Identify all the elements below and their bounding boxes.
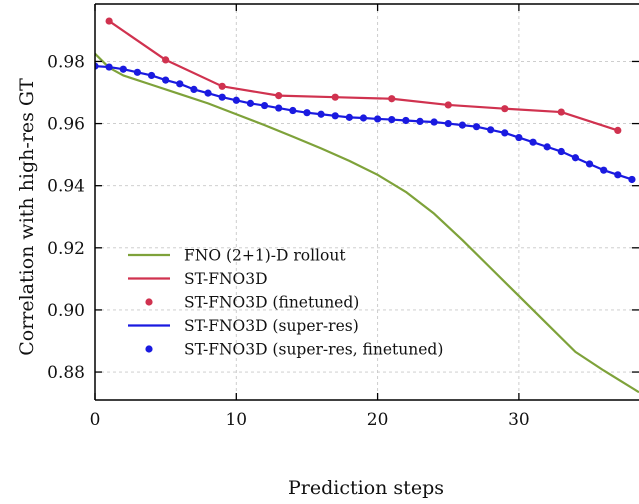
data-point-st-fno3d-super-res-finetuned <box>543 143 551 151</box>
data-point-st-fno3d-super-res-finetuned <box>105 63 113 71</box>
data-point-st-fno3d-finetuned <box>105 17 113 25</box>
data-point-st-fno3d-super-res-finetuned <box>614 171 622 179</box>
grid <box>95 4 639 400</box>
data-point-st-fno3d-finetuned <box>275 92 283 100</box>
data-point-st-fno3d-super-res-finetuned <box>289 106 297 115</box>
data-point-st-fno3d-super-res-finetuned <box>571 154 580 162</box>
data-point-st-fno3d-super-res-finetuned <box>402 116 410 125</box>
y-axis-label: Correlation with high-res GT <box>16 78 38 356</box>
data-point-st-fno3d-super-res-finetuned <box>147 71 156 80</box>
data-point-st-fno3d-super-res-finetuned <box>218 93 226 101</box>
data-point-st-fno3d-super-res-finetuned <box>303 109 311 117</box>
data-point-st-fno3d-super-res-finetuned <box>472 123 481 131</box>
data-point-st-fno3d-finetuned <box>218 82 226 90</box>
data-point-st-fno3d-super-res-finetuned <box>95 62 99 70</box>
series-line-fno-2-1-d-rollout <box>95 52 639 394</box>
axes: 0 10 20 30 0.88 0.90 0.92 0.94 0.96 0.98 <box>47 3 639 430</box>
data-point-st-fno3d-finetuned <box>331 93 339 101</box>
data-point-st-fno3d-super-res-finetuned <box>585 160 594 168</box>
y-tick-label: 0.88 <box>47 363 85 383</box>
x-tick-label: 30 <box>508 410 530 430</box>
data-point-st-fno3d-super-res-finetuned <box>529 138 537 146</box>
data-point-st-fno3d-finetuned <box>501 105 509 113</box>
legend: FNO (2+1)-D rollout ST-FNO3D ST-FNO3D (fin… <box>128 247 443 359</box>
legend-label: ST-FNO3D (finetuned) <box>184 294 359 312</box>
data-point-st-fno3d-super-res-finetuned <box>373 115 382 123</box>
data-point-st-fno3d-super-res-finetuned <box>260 101 269 110</box>
data-point-st-fno3d-super-res-finetuned <box>331 112 339 120</box>
legend-marker-swatch <box>145 345 153 353</box>
data-point-st-fno3d-super-res-finetuned <box>600 166 608 174</box>
y-tick-label: 0.94 <box>47 177 85 197</box>
data-point-st-fno3d-super-res-finetuned <box>246 99 255 107</box>
x-tick-label: 0 <box>90 410 101 430</box>
data-point-st-fno3d-super-res-finetuned <box>317 110 325 118</box>
series-line-st-fno3d-super-res <box>95 65 633 181</box>
data-point-st-fno3d-super-res-finetuned <box>388 115 396 124</box>
data-point-st-fno3d-super-res-finetuned <box>416 117 424 126</box>
data-point-st-fno3d-super-res-finetuned <box>176 80 184 88</box>
data-point-st-fno3d-super-res-finetuned <box>430 118 438 126</box>
data-point-st-fno3d-super-res-finetuned <box>119 65 127 73</box>
data-point-st-fno3d-super-res-finetuned <box>501 129 509 137</box>
series-line-st-fno3d <box>108 20 619 132</box>
y-tick-label: 0.98 <box>47 52 85 72</box>
data-point-st-fno3d-super-res-finetuned <box>345 113 353 121</box>
legend-label: ST-FNO3D (super-res) <box>184 317 359 335</box>
data-point-st-fno3d-super-res-finetuned <box>359 114 368 122</box>
data-point-st-fno3d-super-res-finetuned <box>444 119 452 128</box>
x-tick-label: 10 <box>225 410 247 430</box>
data-point-st-fno3d-super-res-finetuned <box>628 175 636 184</box>
x-tick-label: 20 <box>367 410 389 430</box>
data-point-st-fno3d-super-res-finetuned <box>275 104 283 112</box>
data-point-st-fno3d-finetuned <box>557 108 565 116</box>
data-point-st-fno3d-super-res-finetuned <box>515 133 523 142</box>
legend-marker-swatch <box>145 298 153 306</box>
data-point-st-fno3d-finetuned <box>444 101 452 109</box>
legend-label: ST-FNO3D <box>184 270 268 288</box>
data-point-st-fno3d-super-res-finetuned <box>458 121 466 129</box>
data-point-st-fno3d-super-res-finetuned <box>232 96 240 104</box>
y-tick-label: 0.96 <box>47 115 85 135</box>
legend-label: FNO (2+1)-D rollout <box>184 247 346 265</box>
data-point-st-fno3d-super-res-finetuned <box>133 68 141 76</box>
data-point-st-fno3d-super-res-finetuned <box>190 85 198 94</box>
data-point-st-fno3d-super-res-finetuned <box>557 147 565 156</box>
data-point-st-fno3d-finetuned <box>388 95 396 103</box>
legend-label: ST-FNO3D (super-res, finetuned) <box>184 341 443 359</box>
data-point-st-fno3d-finetuned <box>162 56 170 64</box>
series-layer <box>95 17 639 394</box>
x-axis-label: Prediction steps <box>288 477 444 499</box>
data-point-st-fno3d-super-res-finetuned <box>162 76 170 84</box>
y-tick-label: 0.90 <box>47 301 85 321</box>
data-point-st-fno3d-finetuned <box>614 126 622 135</box>
data-point-st-fno3d-super-res-finetuned <box>487 126 495 134</box>
y-tick-label: 0.92 <box>47 239 85 259</box>
data-point-st-fno3d-super-res-finetuned <box>204 89 212 97</box>
